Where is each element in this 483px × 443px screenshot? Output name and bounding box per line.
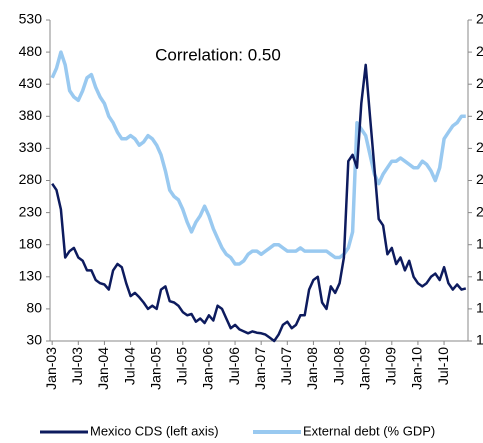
y-tick-label: 30 [26,332,42,348]
x-tick-label: Jul-03 [69,347,85,385]
y2-tick-label: 21 [476,171,483,187]
y2-tick-label: 24 [476,75,483,91]
x-tick-label: Jul-05 [174,347,190,385]
x-tick-label: Jul-08 [330,347,346,385]
series-line [50,50,466,266]
legend-label: External debt (% GDP) [303,423,435,438]
legend-label: Mexico CDS (left axis) [90,423,219,438]
x-tick-label: Jan-09 [356,347,372,390]
y-tick-label: 530 [19,11,43,27]
x-tick-label: Jul-09 [383,347,399,385]
series-line [51,63,467,343]
x-tick-label: Jul-10 [435,347,451,385]
y-tick-label: 330 [19,139,43,155]
y-tick-label: 480 [19,43,43,59]
y2-tick-label: 18 [476,268,483,284]
x-tick-label: Jul-06 [226,347,242,385]
y-tick-label: 80 [26,300,42,316]
x-tick-label: Jul-07 [278,347,294,385]
x-tick-label: Jan-10 [409,347,425,390]
x-tick-label: Jan-03 [43,347,59,390]
y-tick-label: 130 [19,268,43,284]
x-tick-label: Jan-08 [304,347,320,390]
x-tick-label: Jan-06 [200,347,216,390]
x-tick-label: Jul-04 [121,347,137,385]
annotation: Correlation: 0.50 [155,45,281,64]
y2-tick-label: 25 [476,43,483,59]
y-tick-label: 280 [19,171,43,187]
y2-tick-label: 26 [476,11,483,27]
x-tick-label: Jan-07 [252,347,268,390]
y2-ticks: 16 17 18 19 20 21 22 23 24 25 26 [468,11,483,348]
y2-tick-label: 22 [476,139,483,155]
y2-tick-label: 20 [476,203,483,219]
y2-tick-label: 23 [476,107,483,123]
y-tick-label: 230 [19,203,43,219]
x-tick-label: Jan-04 [95,347,111,390]
y2-tick-label: 17 [476,300,483,316]
y-tick-label: 380 [19,107,43,123]
x-tick-label: Jan-05 [147,347,163,390]
y-tick-label: 430 [19,75,43,91]
y-tick-label: 180 [19,235,43,251]
y2-tick-label: 16 [476,332,483,348]
y2-tick-label: 19 [476,235,483,251]
